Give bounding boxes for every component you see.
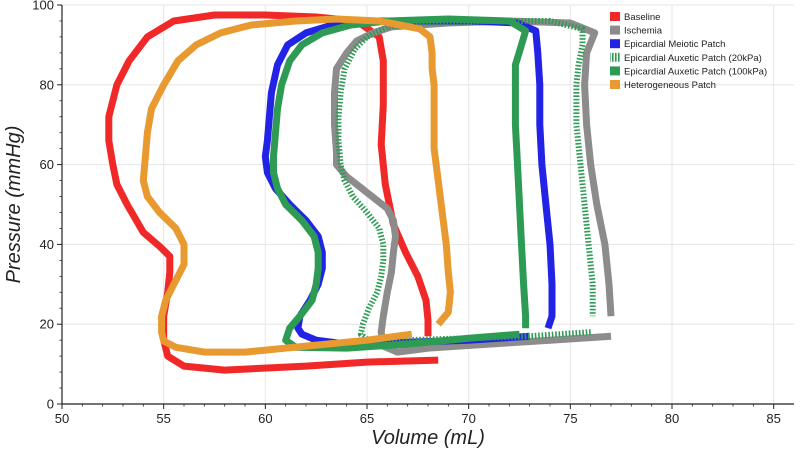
x-tick-label: 65: [360, 411, 374, 426]
legend: Baseline Ischemia Epicardial Meiotic Patch…: [610, 12, 767, 91]
x-tick-label: 80: [665, 411, 679, 426]
legend-label: Epicardial Meiotic Patch: [624, 39, 725, 50]
legend-swatch: [610, 80, 620, 89]
legend-swatch: [610, 52, 620, 62]
y-tick-label: 100: [32, 0, 54, 13]
legend-label: Ischemia: [624, 26, 663, 37]
legend-swatch: [610, 12, 620, 21]
tick-labels: 50 55 60 65 70 75 80 85 0 20 40 60 80 100: [32, 0, 781, 426]
series-loop-epicardial-auxetic-patch-20kpa: [335, 18, 596, 344]
series-loops: [105, 11, 615, 374]
y-tick-label: 40: [40, 237, 54, 252]
x-tick-label: 85: [766, 411, 780, 426]
series-loop-ischemia: [331, 17, 615, 356]
x-tick-label: 60: [258, 411, 272, 426]
legend-swatch: [610, 66, 620, 76]
legend-label: Baseline: [624, 12, 660, 23]
legend-label: Epicardial Auxetic Patch (20kPa): [624, 53, 762, 64]
legend-label: Heterogeneous Patch: [624, 80, 716, 91]
series-loop-epicardial-meiotic-patch: [261, 17, 556, 348]
legend-label: Epicardial Auxetic Patch (100kPa): [624, 66, 767, 77]
y-axis-title: Pressure (mmHg): [3, 126, 25, 284]
x-tick-label: 50: [55, 411, 69, 426]
y-tick-label: 60: [40, 157, 54, 172]
y-tick-label: 0: [47, 397, 54, 412]
x-tick-label: 75: [563, 411, 577, 426]
legend-swatch: [610, 39, 620, 49]
series-loop-epicardial-auxetic-patch-100kpa: [270, 15, 530, 352]
series-loop-heterogeneous-patch: [139, 15, 454, 356]
x-axis-title: Volume (mL): [371, 427, 485, 449]
y-tick-label: 20: [40, 317, 54, 332]
x-tick-label: 70: [461, 411, 475, 426]
y-tick-label: 80: [40, 77, 54, 92]
legend-swatch: [610, 25, 620, 35]
x-tick-label: 55: [156, 411, 170, 426]
